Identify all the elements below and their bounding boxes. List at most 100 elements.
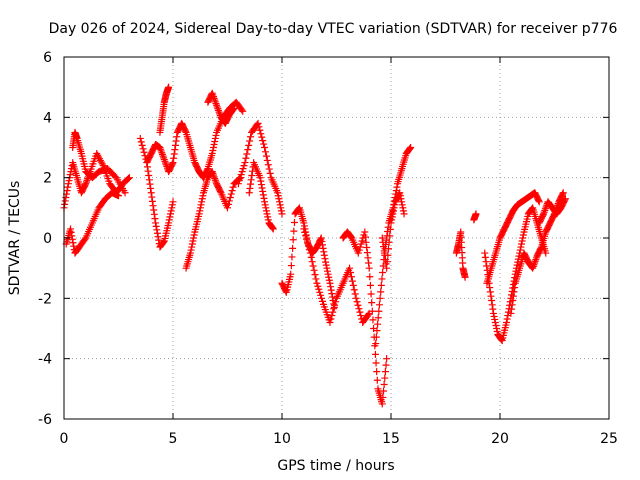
data-point [68, 235, 76, 243]
data-point [203, 166, 211, 174]
data-point [307, 253, 315, 261]
data-point [537, 244, 545, 252]
data-point [393, 183, 401, 191]
data-point [365, 264, 373, 272]
data-point [61, 197, 69, 205]
data-point [169, 198, 177, 206]
data-point [161, 157, 169, 165]
data-point [198, 198, 206, 206]
data-point [326, 318, 334, 326]
data-point [211, 137, 219, 145]
data-point [209, 171, 217, 179]
data-point [247, 176, 255, 184]
data-point [260, 140, 268, 148]
data-point [210, 94, 218, 102]
data-point [362, 238, 370, 246]
data-point [146, 180, 154, 188]
data-point [247, 180, 255, 188]
data-point [212, 178, 220, 186]
data-point [213, 103, 221, 111]
data-point [211, 134, 219, 142]
data-point [227, 190, 235, 198]
data-point [488, 301, 496, 309]
data-point [489, 309, 497, 317]
data-point [158, 150, 166, 158]
data-point [511, 284, 519, 292]
data-point [165, 219, 173, 227]
data-point [262, 207, 270, 215]
data-point [318, 241, 326, 249]
data-point [347, 233, 355, 241]
data-point [282, 287, 290, 295]
data-point [389, 207, 397, 215]
data-point [245, 141, 253, 149]
data-point [261, 201, 269, 209]
data-point [155, 236, 163, 244]
data-point [300, 219, 308, 227]
series-track-q [452, 228, 469, 281]
data-point [322, 258, 330, 266]
data-point [498, 336, 506, 344]
data-point [385, 238, 393, 246]
data-point [136, 134, 144, 142]
data-point [381, 368, 389, 376]
data-point [209, 93, 217, 101]
data-point [209, 147, 217, 155]
series-track-p [378, 189, 408, 272]
data-point [326, 279, 334, 287]
x-axis-label: GPS time / hours [277, 458, 394, 474]
data-point [258, 133, 266, 141]
data-point [317, 234, 325, 242]
data-point [372, 359, 380, 367]
data-point [154, 233, 162, 241]
data-point [246, 184, 254, 192]
data-point [517, 243, 525, 251]
data-point [69, 239, 77, 247]
data-point [137, 138, 145, 146]
series-track-o [372, 144, 415, 348]
data-point [481, 253, 489, 261]
data-point [211, 176, 219, 184]
data-point [376, 294, 384, 302]
data-point [373, 376, 381, 384]
data-point [274, 189, 282, 197]
data-point [530, 261, 538, 269]
data-point [518, 237, 526, 245]
data-point [214, 106, 222, 114]
data-point [388, 213, 396, 221]
data-point [517, 240, 525, 248]
data-point [318, 297, 326, 305]
data-point [256, 174, 264, 182]
data-point [238, 168, 246, 176]
data-point [327, 283, 335, 291]
data-point [170, 150, 178, 158]
data-point [147, 189, 155, 197]
data-point [189, 237, 197, 245]
data-point [287, 262, 295, 270]
data-point [225, 197, 233, 205]
data-point [213, 101, 221, 109]
data-point [387, 219, 395, 227]
data-point [121, 189, 129, 197]
data-point [171, 146, 179, 154]
data-point [324, 270, 332, 278]
data-point [493, 328, 501, 336]
data-point [353, 298, 361, 306]
data-point [168, 201, 176, 209]
series-track-n [339, 228, 391, 408]
data-point [144, 167, 152, 175]
data-point [260, 194, 268, 202]
series-track-d [136, 134, 177, 251]
data-point [315, 285, 323, 293]
data-point [535, 198, 543, 206]
data-point [366, 281, 374, 289]
data-point [257, 130, 265, 138]
data-point [516, 246, 524, 254]
data-point [125, 174, 133, 182]
data-point [358, 237, 366, 245]
data-point [378, 275, 386, 283]
data-point [82, 178, 90, 186]
data-point [259, 191, 267, 199]
data-point [346, 264, 354, 272]
